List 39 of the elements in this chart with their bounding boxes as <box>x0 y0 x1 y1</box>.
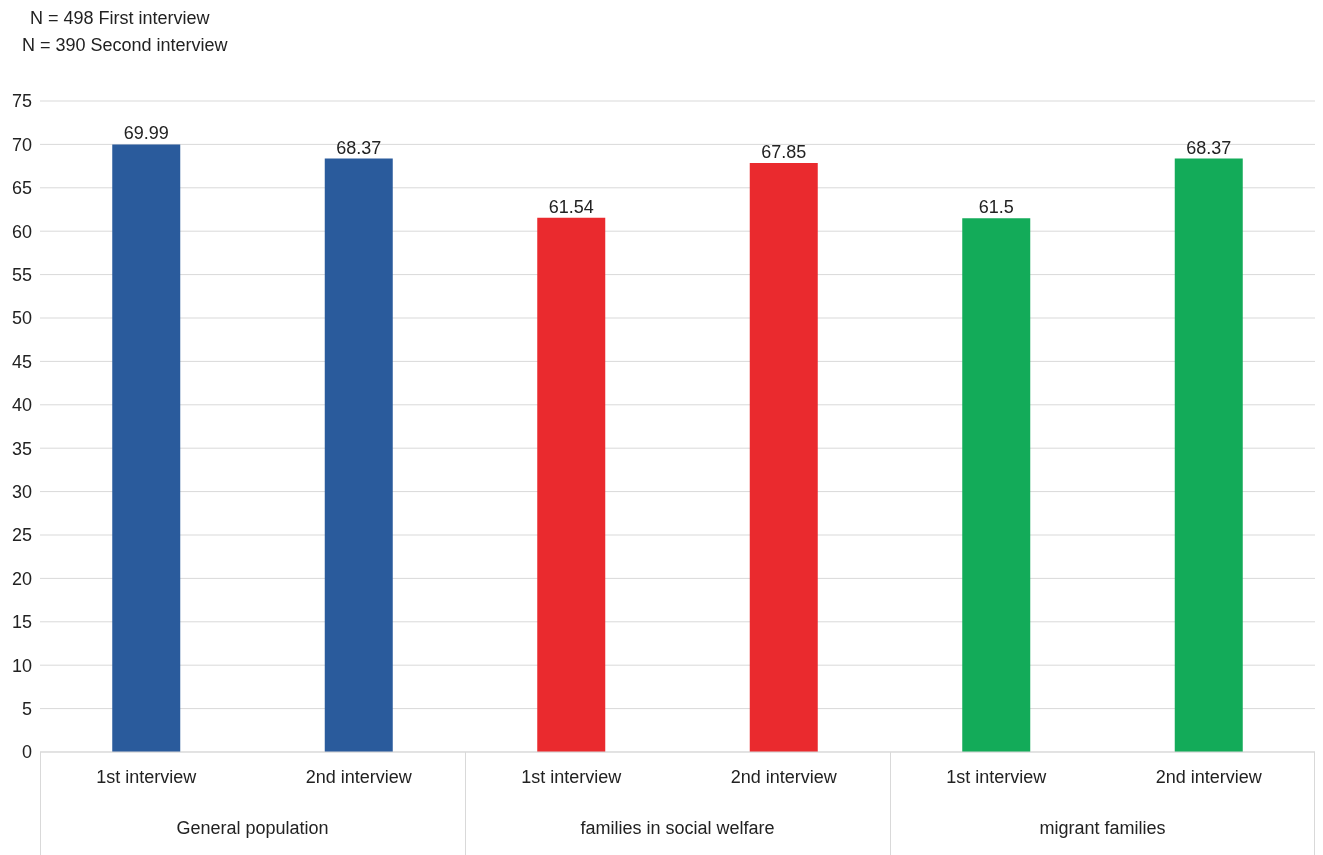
x-tick-label: 2nd interview <box>305 766 413 787</box>
chart-subtitle: N = 390 Second interview <box>22 35 228 56</box>
data-label: 68.37 <box>336 137 382 158</box>
y-tick-label: 55 <box>11 264 32 285</box>
bar <box>749 163 818 752</box>
y-tick-label: 10 <box>11 655 32 676</box>
data-label: 67.85 <box>761 142 807 163</box>
y-tick-label: 0 <box>21 742 32 763</box>
y-tick-label: 50 <box>11 308 32 329</box>
y-tick-label: 70 <box>11 134 32 155</box>
data-label: 61.54 <box>548 196 594 217</box>
y-tick-label: 30 <box>11 481 32 502</box>
bar <box>962 218 1031 752</box>
text: families in social welfare <box>579 818 776 839</box>
data-label: 68.37 <box>1186 137 1232 158</box>
y-tick-label: 5 <box>21 698 32 719</box>
y-tick-label: 75 <box>11 91 32 112</box>
chart-title: N = 498 First interview <box>30 8 210 29</box>
x-tick-label: 1st interview <box>521 766 623 787</box>
y-tick-label: 40 <box>11 395 32 416</box>
data-label: 61.5 <box>978 197 1014 218</box>
y-tick-label: 60 <box>11 221 32 242</box>
data-label: 69.99 <box>123 123 169 144</box>
y-tick-label: 45 <box>11 351 32 372</box>
y-tick-label: 65 <box>11 178 32 199</box>
y-tick-label: 25 <box>11 525 32 546</box>
text: General population <box>175 818 330 839</box>
x-tick-label: 2nd interview <box>730 766 838 787</box>
bar <box>1174 158 1243 752</box>
y-tick-label: 35 <box>11 438 32 459</box>
x-tick-label: 2nd interview <box>1155 766 1263 787</box>
x-tick-label: 1st interview <box>946 766 1048 787</box>
text: migrant families <box>1038 818 1167 839</box>
y-tick-label: 20 <box>11 568 32 589</box>
bar <box>112 144 181 752</box>
bar <box>537 217 606 752</box>
y-tick-label: 15 <box>11 612 32 633</box>
bar <box>324 158 393 752</box>
x-tick-label: 1st interview <box>96 766 198 787</box>
